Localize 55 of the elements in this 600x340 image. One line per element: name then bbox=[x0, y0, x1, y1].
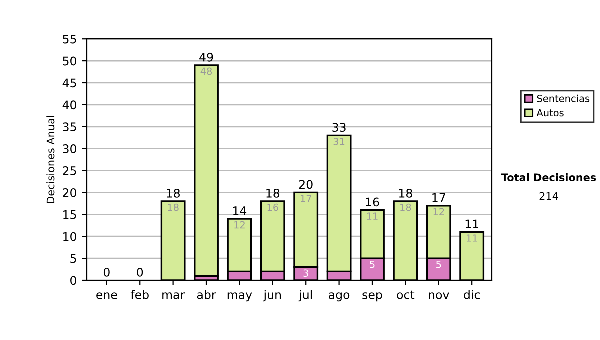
data-label: 17 bbox=[300, 195, 312, 202]
total-label: 17 bbox=[432, 194, 446, 202]
x-tick-label: ago bbox=[329, 292, 350, 302]
bar bbox=[194, 64, 219, 277]
data-label: 12 bbox=[234, 221, 245, 229]
y-tick-label: 10 bbox=[64, 232, 76, 242]
total-label: 14 bbox=[233, 206, 247, 216]
data-label: 18 bbox=[400, 204, 412, 212]
x-tick-label: ene bbox=[96, 292, 118, 300]
text: 214 bbox=[540, 192, 558, 200]
data-label: 3 bbox=[304, 270, 308, 278]
x-tick-label: mar bbox=[162, 292, 186, 300]
x-tick-label: jul bbox=[298, 290, 312, 302]
data-label: 11 bbox=[367, 212, 378, 220]
total-label: 18 bbox=[266, 188, 280, 198]
total-label: 20 bbox=[299, 180, 313, 190]
total-label: 18 bbox=[399, 188, 412, 198]
y-tick-label: 55 bbox=[63, 34, 76, 44]
text: Total Decisiones bbox=[501, 173, 596, 182]
data-label: 12 bbox=[434, 208, 444, 216]
data-label: 48 bbox=[200, 68, 212, 76]
x-tick-label: oct bbox=[397, 290, 415, 300]
data-label: 16 bbox=[268, 204, 278, 212]
total-label: 0 bbox=[137, 268, 144, 277]
x-tick-label: nov bbox=[429, 292, 450, 300]
y-tick-label: 50 bbox=[63, 56, 76, 66]
total-label: 33 bbox=[332, 123, 346, 132]
x-tick-label: may bbox=[228, 292, 252, 302]
total-label: 49 bbox=[200, 52, 214, 62]
total-label: 0 bbox=[104, 268, 110, 277]
y-tick-label: 0 bbox=[70, 276, 76, 286]
x-tick-label: sep bbox=[362, 292, 382, 302]
data-label: 11 bbox=[466, 234, 478, 242]
total-label: 11 bbox=[466, 220, 479, 228]
legend-label: Sentencias bbox=[537, 94, 590, 102]
total-label: 16 bbox=[366, 198, 380, 207]
data-label: 31 bbox=[334, 138, 345, 146]
total-label: 18 bbox=[167, 188, 180, 198]
legend-label: Autos bbox=[536, 109, 564, 117]
y-tick-label: 15 bbox=[64, 210, 76, 220]
y-tick-label: 30 bbox=[63, 144, 76, 154]
x-tick-label: abr bbox=[197, 290, 216, 300]
data-label: 18 bbox=[168, 204, 179, 212]
x-tick-label: feb bbox=[130, 290, 149, 300]
y-tick-label: 40 bbox=[62, 100, 76, 110]
data-label: 5 bbox=[370, 261, 375, 268]
x-tick-label: dic bbox=[464, 290, 480, 300]
y-tick-label: 5 bbox=[70, 254, 76, 264]
y-tick-label: 35 bbox=[63, 122, 76, 132]
data-label: 5 bbox=[436, 261, 442, 268]
y-tick-label: 25 bbox=[63, 166, 76, 176]
y-tick-label: 20 bbox=[63, 188, 76, 198]
y-axis-title: Decisiones Anual bbox=[46, 116, 55, 204]
x-tick-label: jun bbox=[264, 290, 282, 302]
y-tick-label: 45 bbox=[62, 78, 76, 88]
